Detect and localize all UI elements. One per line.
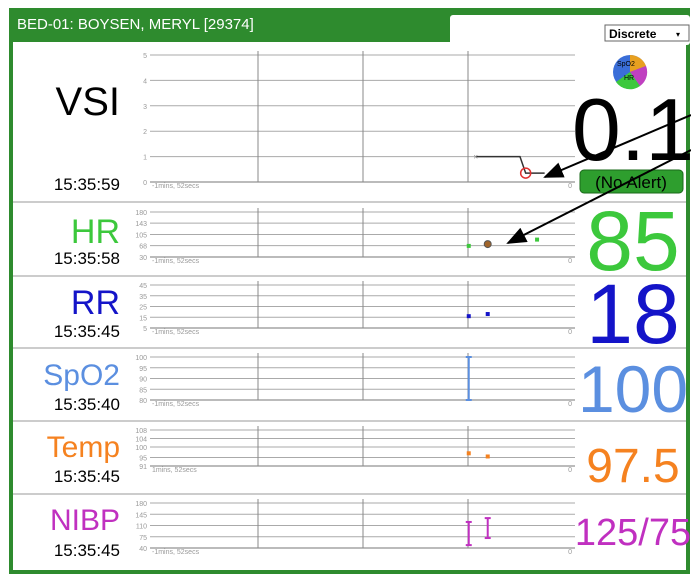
point bbox=[485, 454, 490, 459]
y-tick-label: 105 bbox=[135, 233, 147, 240]
vital-time: 15:35:58 bbox=[54, 249, 120, 268]
icon-label: HR bbox=[624, 75, 634, 82]
y-tick-label: 180 bbox=[135, 210, 147, 217]
x-tick-label: 0 bbox=[568, 401, 572, 408]
y-tick-label: 30 bbox=[139, 255, 147, 262]
alert-status: (No Alert) bbox=[595, 173, 667, 192]
mode-select[interactable] bbox=[604, 24, 690, 42]
y-tick-label: 145 bbox=[135, 512, 147, 519]
vital-time: 15:35:45 bbox=[54, 322, 120, 341]
y-tick-label: 104 bbox=[135, 436, 147, 443]
y-tick-label: 91 bbox=[139, 464, 147, 471]
vital-label: VSI bbox=[56, 80, 120, 124]
point bbox=[519, 167, 532, 179]
x-tick-label: 0 bbox=[568, 258, 572, 265]
y-tick-label: 68 bbox=[139, 244, 147, 251]
y-tick-label: 108 bbox=[135, 428, 147, 435]
x-tick-label: 1mins, 52secs bbox=[152, 467, 197, 474]
x-tick-label: -1mins, 52secs bbox=[152, 401, 200, 408]
vital-label: HR bbox=[71, 213, 120, 251]
vital-time: 15:35:45 bbox=[54, 541, 120, 560]
y-tick-label: 95 bbox=[139, 456, 147, 463]
y-tick-label: 0 bbox=[143, 180, 147, 187]
vital-value: 0.1 bbox=[572, 80, 691, 179]
y-tick-label: 40 bbox=[139, 546, 147, 553]
y-tick-label: 5 bbox=[143, 53, 147, 60]
y-tick-label: 25 bbox=[139, 305, 147, 312]
point bbox=[485, 312, 490, 317]
vital-value: 18 bbox=[586, 267, 679, 361]
y-tick-label: 1 bbox=[143, 155, 147, 162]
dropdown-arrow: ▾ bbox=[676, 30, 680, 39]
vital-value: 125/75 bbox=[575, 512, 691, 554]
point bbox=[466, 314, 471, 319]
x-tick-label: 0 bbox=[568, 183, 572, 190]
y-tick-label: 143 bbox=[135, 221, 147, 228]
vital-time: 15:35:40 bbox=[54, 395, 120, 414]
point bbox=[466, 451, 471, 456]
vital-label: Temp bbox=[47, 431, 120, 464]
point bbox=[466, 243, 471, 248]
point bbox=[535, 237, 540, 242]
icon: SpO2 HR bbox=[613, 54, 648, 90]
point bbox=[483, 240, 492, 249]
y-tick-label: 4 bbox=[143, 78, 147, 85]
y-tick-label: 3 bbox=[143, 104, 147, 111]
vital-label: SpO2 bbox=[43, 359, 120, 392]
y-tick-label: 75 bbox=[139, 535, 147, 542]
arrow bbox=[506, 149, 691, 244]
vital-time: 15:35:45 bbox=[54, 467, 120, 486]
vital-value: 85 bbox=[586, 194, 679, 288]
x-tick-label: 0 bbox=[568, 549, 572, 556]
x-tick-label: 0 bbox=[568, 467, 572, 474]
icon-label: SpO2 bbox=[617, 61, 635, 68]
vital-label: RR bbox=[71, 284, 120, 322]
y-tick-label: 100 bbox=[135, 355, 147, 362]
y-tick-label: 45 bbox=[139, 283, 147, 290]
x-tick-label: -1mins, 52secs bbox=[152, 549, 200, 556]
y-tick-label: 90 bbox=[139, 377, 147, 384]
y-tick-label: 5 bbox=[143, 326, 147, 333]
x-tick-label: -1mins, 52secs bbox=[152, 329, 200, 336]
vsi-start: × bbox=[473, 153, 478, 162]
vital-label: NIBP bbox=[50, 504, 120, 537]
y-tick-label: 35 bbox=[139, 294, 147, 301]
bed-title: BED-01: BOYSEN, MERYL [29374] bbox=[17, 16, 254, 33]
vital-value: 100 bbox=[578, 352, 688, 426]
y-tick-label: 2 bbox=[143, 129, 147, 136]
mode-text: Discrete bbox=[609, 27, 657, 41]
vital-value: 97.5 bbox=[586, 440, 679, 493]
y-tick-label: 180 bbox=[135, 501, 147, 508]
vsi-line bbox=[476, 155, 545, 174]
alert-badge bbox=[579, 169, 684, 194]
x-tick-label: 0 bbox=[568, 329, 572, 336]
x-tick-label: -1mins, 52secs bbox=[152, 183, 200, 190]
y-tick-label: 15 bbox=[139, 315, 147, 322]
y-tick-label: 100 bbox=[135, 445, 147, 452]
y-tick-label: 80 bbox=[139, 398, 147, 405]
y-tick-label: 110 bbox=[136, 524, 147, 531]
y-tick-label: 85 bbox=[139, 387, 147, 394]
arrow bbox=[543, 114, 691, 178]
y-tick-label: 95 bbox=[139, 366, 147, 373]
x-tick-label: -1mins, 52secs bbox=[152, 258, 200, 265]
vital-time: 15:35:59 bbox=[54, 175, 120, 194]
